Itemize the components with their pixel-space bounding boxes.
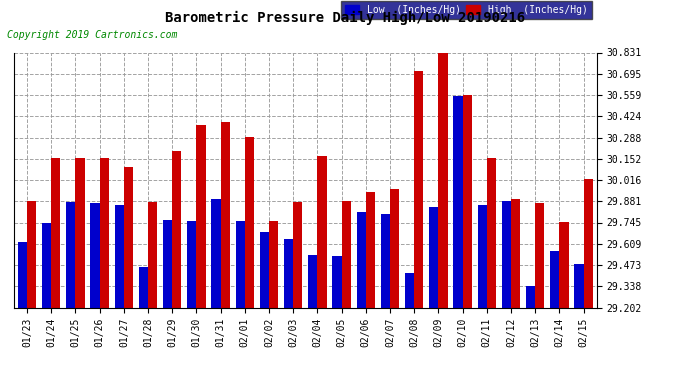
Bar [486, 158, 496, 308]
Bar [357, 211, 366, 308]
Bar [197, 126, 206, 308]
Bar [124, 167, 133, 308]
Bar [172, 151, 181, 308]
Bar [535, 203, 544, 308]
Bar [90, 203, 99, 308]
Bar [405, 273, 414, 308]
Bar [211, 199, 221, 308]
Text: Barometric Pressure Daily High/Low 20190216: Barometric Pressure Daily High/Low 20190… [165, 11, 525, 26]
Bar [550, 251, 560, 308]
Bar [308, 255, 317, 308]
Bar [75, 158, 85, 308]
Bar [99, 158, 109, 308]
Bar [560, 222, 569, 308]
Bar [187, 221, 197, 308]
Bar [284, 239, 293, 308]
Bar [293, 202, 302, 308]
Bar [526, 286, 535, 308]
Bar [115, 205, 124, 308]
Bar [18, 242, 27, 308]
Bar [51, 158, 61, 308]
Bar [317, 156, 326, 308]
Bar [236, 221, 245, 308]
Bar [414, 72, 424, 308]
Bar [245, 137, 254, 308]
Text: Copyright 2019 Cartronics.com: Copyright 2019 Cartronics.com [7, 30, 177, 39]
Bar [42, 222, 51, 308]
Bar [390, 189, 400, 308]
Legend: Low  (Inches/Hg), High  (Inches/Hg): Low (Inches/Hg), High (Inches/Hg) [341, 1, 592, 19]
Bar [429, 207, 438, 308]
Bar [27, 201, 37, 308]
Bar [366, 192, 375, 308]
Bar [462, 95, 472, 308]
Bar [163, 220, 172, 308]
Bar [269, 221, 278, 308]
Bar [477, 205, 486, 308]
Bar [333, 256, 342, 307]
Bar [139, 267, 148, 308]
Bar [381, 214, 390, 308]
Bar [574, 264, 584, 308]
Bar [584, 180, 593, 308]
Bar [502, 201, 511, 308]
Bar [438, 53, 448, 308]
Bar [453, 96, 462, 308]
Bar [66, 202, 75, 308]
Bar [260, 232, 269, 308]
Bar [221, 122, 230, 308]
Bar [511, 199, 520, 308]
Bar [148, 202, 157, 308]
Bar [342, 201, 351, 308]
